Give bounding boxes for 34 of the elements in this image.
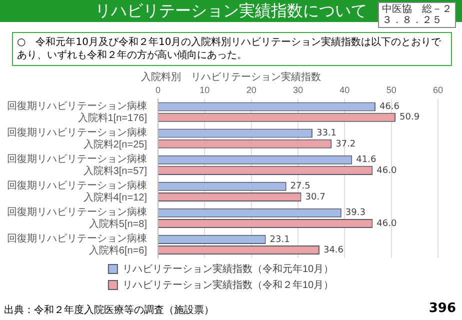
data-label: 34.6 [323,245,344,256]
x-tick-label: 0 [155,84,161,95]
data-label: 46.0 [376,218,397,229]
x-tick-label: 50 [386,84,396,95]
x-tick-label: 10 [200,84,210,95]
y-tick-label: 回復期リハビリテーション病棟入院料4[n=12] [7,179,148,204]
text: ○ 令和元年10月及び令和２年10月の入院料別リハビリテーション実績指数は以下のとおりであり、いずれも令和２年の方が高い傾向にあった。 [12,32,452,66]
data-label: 27.5 [290,182,310,192]
text: 396 [428,301,456,316]
x-tick-label: 60 [432,84,444,95]
data-label: 50.9 [400,112,420,123]
y-tick-label: 回復期リハビリテーション病棟入院料2[n=25] [7,126,148,150]
x-tick-label: 30 [292,84,304,95]
y-tick-label: 回復期リハビリテーション病棟入院料1[n=176] [7,100,148,124]
source-note: 出典：令和２年度入院医療等の調査（施設票） [4,304,214,317]
y-tick-label: 回復期リハビリテーション病棟入院料6[n=6] [7,232,148,256]
chart-title: リハビリテーション実績指数について [95,1,367,20]
chart-subtitle: 入院料別 リハビリテーション実績指数 [140,70,322,84]
data-label: 23.1 [270,234,290,245]
text: ３．８．２５ [382,15,443,26]
data-label: 46.6 [379,102,400,112]
y-tick-label: 回復期リハビリテーション病棟入院料3[n=57] [7,152,148,177]
data-label: 33.1 [316,128,337,139]
y-tick-label: 回復期リハビリテーション病棟入院料5[n=8] [7,206,148,230]
text: 中医協 総－２ [382,4,452,15]
data-label: 46.0 [376,166,397,176]
x-tick-label: 40 [340,84,350,95]
data-label: 37.2 [336,139,356,150]
x-tick-label: 20 [246,84,256,95]
data-label: 41.6 [356,155,376,166]
data-label: 39.3 [345,208,366,218]
legend-label: リハビリテーション実績指数（令和元年10月） [122,262,334,275]
data-label: 30.7 [305,192,326,202]
legend-label: リハビリテーション実績指数（令和２年10月） [122,278,334,291]
